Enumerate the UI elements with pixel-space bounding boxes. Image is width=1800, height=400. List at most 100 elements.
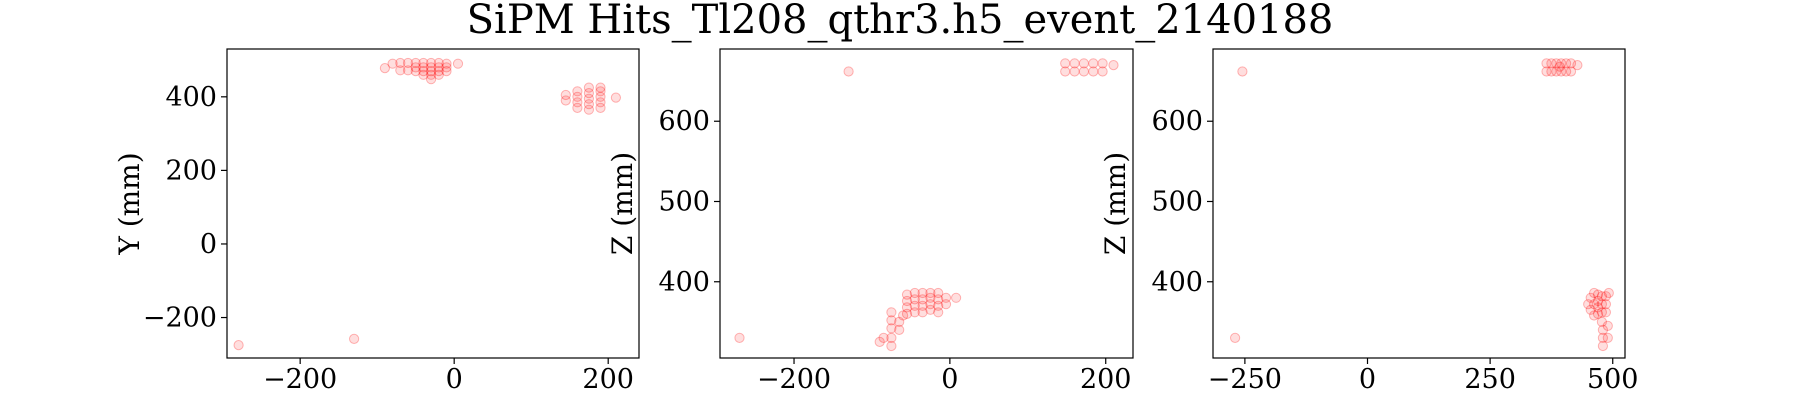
data-point xyxy=(1069,58,1080,69)
data-point xyxy=(1546,66,1557,77)
data-point xyxy=(1589,310,1600,321)
data-point xyxy=(1541,66,1552,77)
data-point xyxy=(560,95,571,106)
data-point xyxy=(1597,340,1609,352)
data-point xyxy=(1078,58,1090,69)
y-tick-label: 200 xyxy=(165,155,217,186)
data-point xyxy=(1078,66,1090,77)
data-point xyxy=(1585,292,1596,303)
data-point xyxy=(917,307,928,318)
scatter-series xyxy=(734,58,1119,352)
subplot-xy: −200 0 200 −200 0 200 400 Y (mm) xyxy=(113,48,640,395)
x-tick-label: −250 xyxy=(1208,364,1282,395)
data-point xyxy=(233,340,244,351)
data-point xyxy=(1561,58,1572,69)
data-point xyxy=(583,99,595,110)
x-tick-label: 0 xyxy=(1359,364,1376,395)
data-point xyxy=(1060,58,1071,69)
data-point xyxy=(878,332,889,343)
y-axis-label: Y (mm) xyxy=(113,152,146,255)
data-point xyxy=(1088,58,1099,69)
data-point xyxy=(583,104,595,115)
data-point xyxy=(1592,302,1604,313)
data-point xyxy=(349,333,360,344)
data-point xyxy=(1060,66,1071,77)
subplot-yz: −250 0 250 500 400 500 600 Z (mm) xyxy=(1099,48,1639,395)
data-point xyxy=(1565,58,1577,69)
data-point xyxy=(734,332,745,343)
data-point xyxy=(1556,66,1567,77)
data-point xyxy=(1592,295,1604,307)
data-point xyxy=(886,340,897,352)
data-point xyxy=(433,57,444,69)
data-point xyxy=(1556,58,1567,69)
data-point xyxy=(433,66,444,77)
data-point xyxy=(917,294,928,305)
data-point xyxy=(1596,291,1608,302)
y-tick-label: 400 xyxy=(1151,267,1203,298)
data-point xyxy=(1592,289,1604,300)
y-tick-label: 0 xyxy=(200,229,217,260)
data-point xyxy=(1596,307,1608,318)
data-point xyxy=(901,302,913,313)
data-point xyxy=(395,65,406,76)
data-point xyxy=(901,289,913,300)
data-point xyxy=(1589,299,1600,310)
data-point xyxy=(843,66,854,77)
data-point xyxy=(909,300,920,311)
data-point xyxy=(410,66,421,77)
data-point xyxy=(595,97,606,108)
data-point xyxy=(886,332,897,343)
data-point xyxy=(595,102,606,114)
data-point xyxy=(560,89,571,101)
x-tick-label: 200 xyxy=(582,364,634,395)
data-point xyxy=(1551,66,1562,77)
y-tick-label: 600 xyxy=(658,106,710,137)
data-point xyxy=(1108,60,1119,71)
data-point xyxy=(402,65,414,76)
data-point xyxy=(1554,61,1565,72)
data-point xyxy=(1565,66,1577,77)
data-point xyxy=(1546,58,1557,69)
data-point xyxy=(925,299,936,310)
data-point xyxy=(1597,332,1609,343)
axes-frame xyxy=(719,48,1134,359)
data-point xyxy=(433,69,444,80)
data-point xyxy=(1069,66,1080,77)
data-point xyxy=(1583,299,1594,310)
subplot-xz: −200 0 200 400 500 600 Z (mm) xyxy=(606,48,1134,395)
data-point xyxy=(874,336,885,347)
data-point xyxy=(433,62,444,73)
y-tick-label: 500 xyxy=(1151,186,1203,217)
data-point xyxy=(441,62,452,73)
figure-title: SiPM Hits_Tl208_qthr3.h5_event_2140188 xyxy=(467,0,1334,43)
scatter-series xyxy=(1230,58,1614,352)
data-point xyxy=(418,57,429,69)
data-point xyxy=(925,292,936,303)
data-point xyxy=(1592,308,1604,319)
data-point xyxy=(901,308,913,319)
x-tick-label: 500 xyxy=(1587,364,1639,395)
y-tick-label: −200 xyxy=(143,303,217,334)
data-point xyxy=(917,287,928,299)
data-point xyxy=(595,82,606,93)
data-point xyxy=(933,307,944,318)
x-tick-label: −200 xyxy=(757,364,831,395)
data-point xyxy=(886,315,897,326)
data-point xyxy=(909,307,920,318)
data-point xyxy=(1600,291,1612,302)
x-tick-label: 250 xyxy=(1464,364,1516,395)
data-point xyxy=(940,292,952,303)
data-point xyxy=(1600,299,1612,310)
data-point xyxy=(1561,66,1572,77)
y-tick-label: 400 xyxy=(165,82,217,113)
data-point xyxy=(894,316,905,327)
data-point xyxy=(452,58,464,69)
data-point xyxy=(933,300,944,311)
axes-frame xyxy=(1212,48,1626,359)
data-point xyxy=(1551,58,1562,69)
data-point xyxy=(418,66,429,77)
data-point xyxy=(886,323,897,334)
data-point xyxy=(595,86,606,97)
